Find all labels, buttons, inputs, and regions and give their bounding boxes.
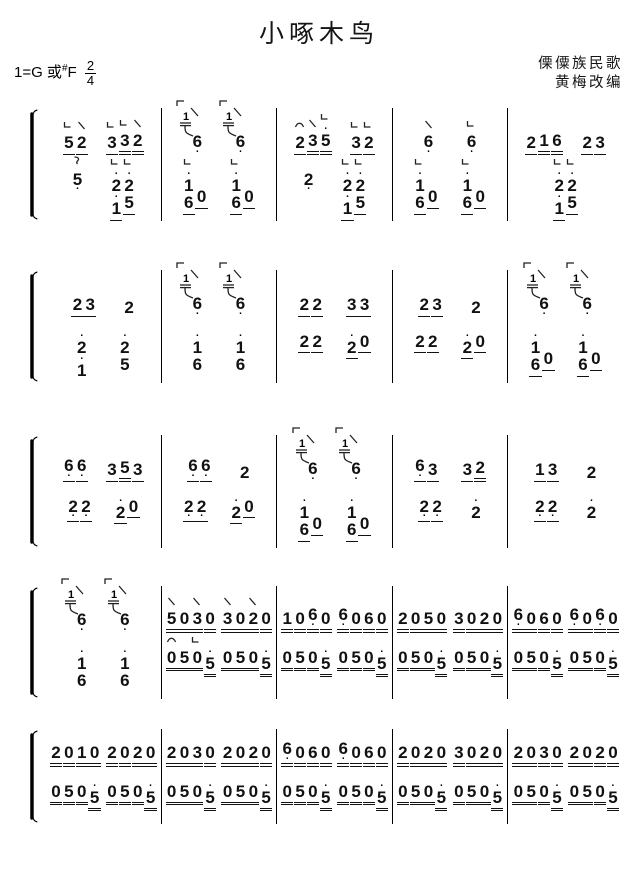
- svg-text:1: 1: [342, 438, 348, 450]
- svg-text:1: 1: [573, 273, 579, 285]
- svg-text:1: 1: [68, 589, 74, 601]
- svg-text:1: 1: [226, 273, 232, 285]
- svg-text:1: 1: [183, 273, 189, 285]
- svg-text:1: 1: [530, 273, 536, 285]
- svg-text:1: 1: [226, 111, 232, 123]
- svg-text:1: 1: [299, 438, 305, 450]
- svg-text:1: 1: [111, 589, 117, 601]
- svg-text:1: 1: [183, 111, 189, 123]
